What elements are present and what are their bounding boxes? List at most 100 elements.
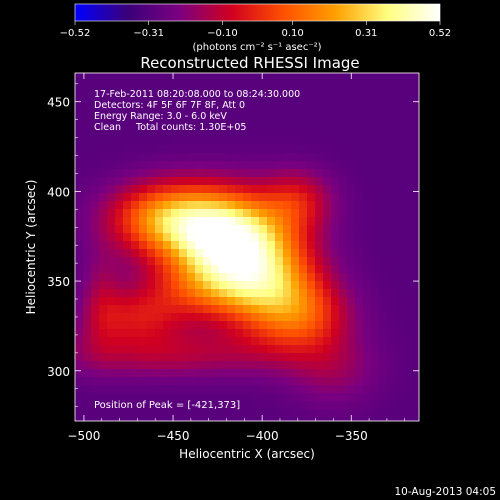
heatmap-pixel (395, 329, 404, 338)
heatmap-pixel (227, 249, 236, 258)
heatmap-pixel (155, 297, 164, 306)
heatmap-pixel (227, 73, 236, 82)
heatmap-pixel (283, 225, 292, 234)
heatmap-pixel (387, 129, 396, 138)
heatmap-pixel (315, 201, 324, 210)
heatmap-pixel (251, 281, 260, 290)
heatmap-pixel (267, 225, 276, 234)
heatmap-pixel (299, 121, 308, 130)
heatmap-pixel (227, 89, 236, 98)
heatmap-pixel (139, 377, 148, 386)
heatmap-pixel (307, 161, 316, 170)
heatmap-pixel (163, 297, 172, 306)
heatmap-pixel (347, 353, 356, 362)
heatmap-pixel (123, 113, 132, 122)
heatmap-pixel (299, 217, 308, 226)
heatmap-pixel (251, 289, 260, 298)
heatmap-pixel (339, 177, 348, 186)
heatmap-pixel (355, 177, 364, 186)
heatmap-pixel (147, 337, 156, 346)
heatmap-pixel (179, 241, 188, 250)
heatmap-pixel (323, 73, 332, 82)
heatmap-pixel (123, 289, 132, 298)
heatmap-pixel (211, 97, 220, 106)
heatmap-pixel (203, 177, 212, 186)
heatmap-pixel (235, 385, 244, 394)
heatmap-pixel (291, 257, 300, 266)
heatmap-pixel (259, 137, 268, 146)
heatmap-pixel (219, 329, 228, 338)
heatmap-pixel (195, 177, 204, 186)
heatmap-pixel (179, 281, 188, 290)
heatmap-pixel (403, 313, 412, 322)
heatmap-pixel (219, 409, 228, 418)
heatmap-pixel (307, 353, 316, 362)
heatmap-pixel (371, 401, 380, 410)
heatmap-pixel (291, 97, 300, 106)
heatmap-pixel (227, 105, 236, 114)
heatmap-pixel (115, 137, 124, 146)
heatmap-pixel (371, 113, 380, 122)
heatmap-pixel (275, 81, 284, 90)
heatmap-pixel (379, 209, 388, 218)
heatmap-pixel (387, 121, 396, 130)
heatmap-pixel (379, 169, 388, 178)
heatmap-pixel (363, 321, 372, 330)
heatmap-pixel (171, 201, 180, 210)
heatmap-pixel (219, 193, 228, 202)
heatmap-pixel (139, 369, 148, 378)
heatmap-pixel (171, 89, 180, 98)
heatmap-pixel (243, 257, 252, 266)
heatmap-pixel (259, 73, 268, 82)
heatmap-pixel (91, 409, 100, 418)
heatmap-pixel (99, 313, 108, 322)
heatmap-pixel (235, 217, 244, 226)
heatmap-pixel (171, 233, 180, 242)
heatmap-pixel (251, 137, 260, 146)
heatmap-pixel (195, 337, 204, 346)
heatmap-pixel (203, 337, 212, 346)
heatmap-pixel (291, 313, 300, 322)
heatmap-pixel (347, 345, 356, 354)
heatmap-pixel (147, 297, 156, 306)
heatmap-pixel (331, 369, 340, 378)
heatmap-pixel (131, 337, 140, 346)
heatmap-pixel (411, 129, 419, 138)
info-total-counts: Clean Total counts: 1.30E+05 (94, 122, 246, 133)
heatmap-pixel (115, 377, 124, 386)
heatmap-pixel (355, 121, 364, 130)
heatmap-pixel (91, 313, 100, 322)
heatmap-pixel (155, 153, 164, 162)
heatmap-pixel (147, 193, 156, 202)
heatmap-pixel (91, 209, 100, 218)
heatmap-pixel (187, 369, 196, 378)
heatmap-pixel (403, 417, 412, 421)
heatmap-pixel (275, 113, 284, 122)
heatmap-pixel (403, 225, 412, 234)
heatmap-pixel (211, 313, 220, 322)
heatmap-pixel (123, 313, 132, 322)
heatmap-pixel (307, 385, 316, 394)
heatmap-pixel (315, 289, 324, 298)
heatmap-pixel (379, 161, 388, 170)
heatmap-pixel (211, 185, 220, 194)
heatmap-pixel (115, 337, 124, 346)
heatmap-pixel (307, 329, 316, 338)
heatmap-pixel (99, 241, 108, 250)
heatmap-pixel (163, 169, 172, 178)
heatmap-pixel (379, 377, 388, 386)
heatmap-pixel (379, 89, 388, 98)
heatmap-pixel (243, 209, 252, 218)
heatmap-pixel (131, 249, 140, 258)
heatmap-pixel (91, 281, 100, 290)
heatmap-pixel (299, 265, 308, 274)
heatmap-pixel (267, 297, 276, 306)
heatmap-pixel (139, 409, 148, 418)
heatmap-pixel (283, 233, 292, 242)
heatmap-pixel (347, 97, 356, 106)
heatmap-pixel (387, 409, 396, 418)
heatmap-pixel (139, 73, 148, 82)
heatmap-pixel (91, 249, 100, 258)
heatmap-pixel (283, 201, 292, 210)
heatmap-pixel (123, 185, 132, 194)
